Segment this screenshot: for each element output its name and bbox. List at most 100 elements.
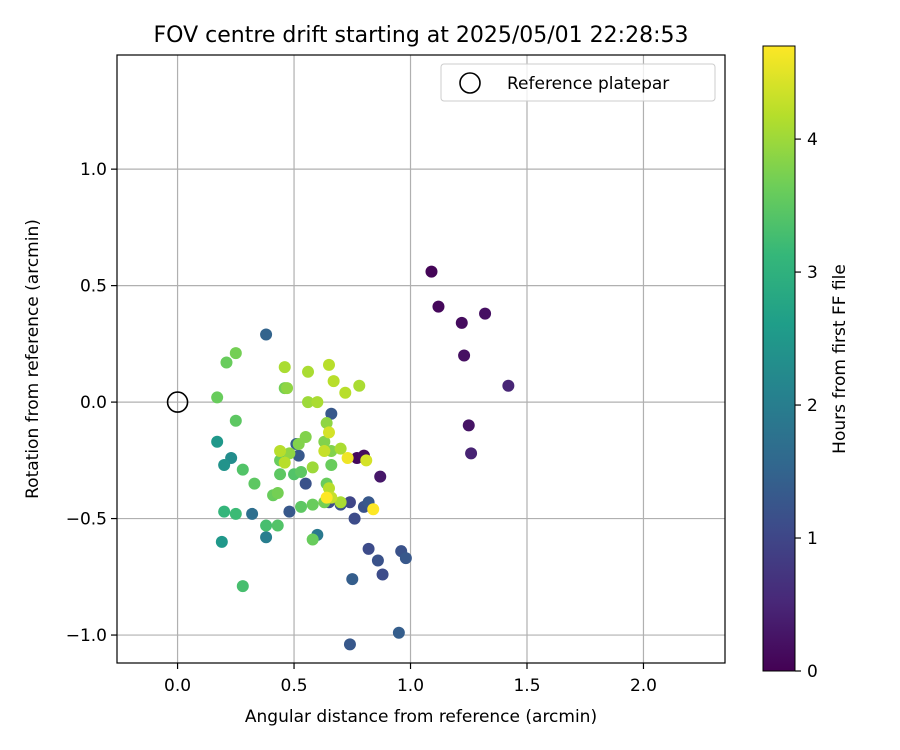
scatter-point [229, 507, 242, 520]
reference-point [166, 391, 189, 413]
scatter-point [236, 580, 249, 593]
scatter-point [306, 461, 319, 474]
y-tick-label: −0.5 [66, 510, 107, 530]
scatter-point [465, 447, 478, 460]
legend: Reference platepar [440, 63, 716, 102]
scatter-point [271, 486, 284, 499]
plot-area [116, 54, 726, 664]
legend-label: Reference platepar [507, 74, 669, 94]
y-tick-label: 1.0 [80, 160, 107, 180]
plot-frame [116, 54, 726, 664]
scatter-point [343, 496, 356, 509]
scatter-point [367, 503, 380, 516]
scatter-point [425, 265, 438, 278]
y-axis-label: Rotation from reference (arcmin) [23, 219, 43, 499]
scatter-points [211, 265, 515, 651]
scatter-point [260, 328, 273, 341]
scatter-point [320, 417, 333, 430]
scatter-point [455, 316, 468, 329]
x-tick-label: 1.5 [513, 676, 540, 696]
scatter-point [371, 554, 384, 567]
scatter-point [348, 512, 361, 525]
scatter-point [292, 449, 305, 462]
scatter-point [283, 505, 296, 518]
y-tick-label: 0.0 [80, 393, 107, 413]
scatter-point [334, 442, 347, 455]
scatter-point [318, 445, 331, 458]
scatter-point [502, 379, 515, 392]
scatter-point [334, 496, 347, 509]
x-tick-label: 0.0 [164, 676, 191, 696]
scatter-point [339, 386, 352, 399]
scatter-point [281, 382, 294, 395]
reference-platepar-marker [166, 391, 189, 413]
y-tick-label: 0.5 [80, 277, 107, 297]
scatter-point [399, 552, 412, 565]
scatter-point [299, 477, 312, 490]
scatter-point [211, 435, 224, 448]
scatter-point [341, 452, 354, 465]
scatter-point [325, 458, 338, 471]
scatter-point [229, 347, 242, 360]
scatter-point [274, 468, 287, 481]
scatter-point [458, 349, 471, 362]
scatter-point [374, 470, 387, 483]
scatter-point [215, 535, 228, 548]
legend-box [440, 63, 716, 102]
scatter-point [320, 491, 333, 504]
scatter-point [260, 519, 273, 532]
scatter-point [295, 500, 308, 513]
scatter-point [322, 358, 335, 371]
colorbar: 0 1 2 3 4 Hours from first FF file [762, 45, 850, 682]
scatter-point [271, 519, 284, 532]
scatter-point [278, 456, 291, 469]
scatter-point [318, 435, 331, 448]
grid-lines [117, 55, 725, 663]
scatter-point [278, 361, 291, 374]
scatter-point [322, 426, 335, 439]
scatter-point [295, 465, 308, 478]
scatter-point [362, 542, 375, 555]
scatter-point [322, 482, 335, 495]
colorbar-gradient [762, 45, 796, 672]
y-tick-label: −1.0 [66, 626, 107, 646]
scatter-point [462, 419, 475, 432]
scatter-point [343, 638, 356, 651]
scatter-point [392, 626, 405, 639]
scatter-point [376, 568, 389, 581]
scatter-point [306, 498, 319, 511]
x-axis-ticks: 0.0 0.5 1.0 1.5 2.0 [164, 663, 657, 696]
scatter-point [292, 438, 305, 451]
scatter-point [246, 507, 259, 520]
scatter-point [353, 379, 366, 392]
x-axis-label: Angular distance from reference (arcmin) [245, 707, 597, 727]
scatter-point [479, 307, 492, 320]
scatter-point [283, 447, 296, 460]
scatter-point [311, 396, 324, 409]
scatter-point [229, 414, 242, 427]
colorbar-label: Hours from first FF file [830, 264, 850, 454]
scatter-point [218, 505, 231, 518]
scatter-point [236, 463, 249, 476]
scatter-point [325, 407, 338, 420]
chart-title: FOV centre drift starting at 2025/05/01 … [154, 23, 689, 48]
y-axis-ticks: −1.0 −0.5 0.0 0.5 1.0 [66, 160, 117, 646]
scatter-point [260, 531, 273, 544]
x-tick-label: 2.0 [630, 676, 657, 696]
scatter-point [274, 445, 287, 458]
scatter-point [432, 300, 445, 313]
scatter-point [306, 533, 319, 546]
scatter-point [211, 391, 224, 404]
scatter-point [248, 477, 261, 490]
scatter-point [360, 454, 373, 467]
colorbar-ticks: 0 1 2 3 4 [795, 130, 818, 682]
colorbar-tick-label: 2 [807, 396, 818, 416]
legend-marker-open-circle [459, 72, 481, 94]
colorbar-tick-label: 3 [807, 263, 818, 283]
scatter-point [327, 375, 340, 388]
x-tick-label: 0.5 [281, 676, 308, 696]
colorbar-tick-label: 1 [807, 529, 818, 549]
scatter-point [302, 365, 315, 378]
x-tick-label: 1.0 [397, 676, 424, 696]
